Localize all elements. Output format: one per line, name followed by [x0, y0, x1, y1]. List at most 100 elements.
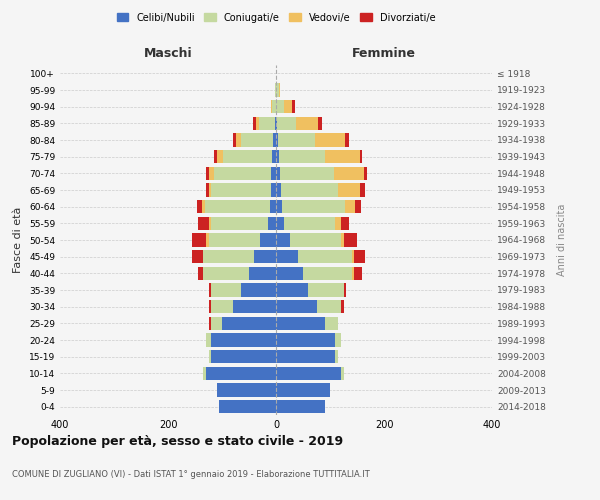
- Bar: [206, 366, 276, 380]
- Bar: [209, 316, 211, 330]
- Bar: [235, 134, 241, 146]
- Bar: [271, 166, 276, 180]
- Text: Maschi: Maschi: [143, 47, 193, 60]
- Bar: [222, 316, 276, 330]
- Bar: [278, 84, 280, 96]
- Bar: [253, 116, 256, 130]
- Bar: [276, 384, 330, 396]
- Bar: [241, 284, 276, 296]
- Bar: [254, 250, 276, 264]
- Bar: [281, 184, 338, 196]
- Bar: [278, 150, 325, 164]
- Bar: [344, 200, 355, 213]
- Bar: [214, 166, 271, 180]
- Bar: [277, 116, 296, 130]
- Bar: [341, 300, 343, 314]
- Bar: [276, 100, 284, 114]
- Bar: [202, 200, 205, 213]
- Bar: [276, 250, 298, 264]
- Bar: [260, 234, 276, 246]
- Bar: [203, 250, 254, 264]
- Bar: [276, 266, 303, 280]
- Bar: [276, 200, 283, 213]
- Bar: [211, 284, 241, 296]
- Bar: [211, 334, 276, 346]
- Bar: [276, 216, 284, 230]
- Bar: [211, 216, 268, 230]
- Bar: [317, 300, 341, 314]
- Bar: [298, 250, 352, 264]
- Bar: [354, 266, 362, 280]
- Bar: [276, 334, 335, 346]
- Bar: [211, 316, 222, 330]
- Bar: [343, 284, 346, 296]
- Bar: [276, 116, 277, 130]
- Bar: [274, 134, 276, 146]
- Bar: [325, 150, 360, 164]
- Bar: [276, 234, 290, 246]
- Bar: [268, 216, 276, 230]
- Bar: [325, 316, 338, 330]
- Y-axis label: Anni di nascita: Anni di nascita: [557, 204, 567, 276]
- Bar: [203, 266, 249, 280]
- Bar: [275, 84, 276, 96]
- Bar: [209, 234, 260, 246]
- Bar: [343, 234, 357, 246]
- Bar: [271, 184, 276, 196]
- Bar: [275, 116, 276, 130]
- Bar: [276, 166, 280, 180]
- Legend: Celibi/Nubili, Coniugati/e, Vedovi/e, Divorziati/e: Celibi/Nubili, Coniugati/e, Vedovi/e, Di…: [114, 10, 438, 26]
- Bar: [223, 150, 272, 164]
- Bar: [198, 216, 209, 230]
- Bar: [284, 216, 335, 230]
- Bar: [249, 266, 276, 280]
- Bar: [272, 150, 276, 164]
- Bar: [276, 184, 281, 196]
- Bar: [280, 166, 334, 180]
- Bar: [296, 116, 317, 130]
- Bar: [352, 266, 354, 280]
- Bar: [203, 366, 206, 380]
- Bar: [292, 100, 295, 114]
- Bar: [341, 216, 349, 230]
- Bar: [290, 234, 341, 246]
- Bar: [308, 284, 343, 296]
- Bar: [272, 100, 276, 114]
- Bar: [276, 84, 278, 96]
- Bar: [205, 200, 269, 213]
- Bar: [341, 234, 343, 246]
- Bar: [209, 350, 211, 364]
- Bar: [233, 300, 276, 314]
- Bar: [220, 400, 276, 413]
- Bar: [209, 184, 211, 196]
- Bar: [206, 334, 211, 346]
- Bar: [271, 100, 272, 114]
- Bar: [198, 266, 203, 280]
- Bar: [276, 400, 325, 413]
- Text: COMUNE DI ZUGLIANO (VI) - Dati ISTAT 1° gennaio 2019 - Elaborazione TUTTITALIA.I: COMUNE DI ZUGLIANO (VI) - Dati ISTAT 1° …: [12, 470, 370, 479]
- Bar: [360, 150, 362, 164]
- Bar: [276, 284, 308, 296]
- Bar: [276, 150, 278, 164]
- Bar: [335, 216, 341, 230]
- Bar: [269, 200, 276, 213]
- Bar: [364, 166, 367, 180]
- Y-axis label: Fasce di età: Fasce di età: [13, 207, 23, 273]
- Bar: [233, 134, 235, 146]
- Bar: [276, 134, 278, 146]
- Bar: [256, 116, 259, 130]
- Bar: [209, 166, 214, 180]
- Bar: [354, 250, 365, 264]
- Bar: [352, 250, 354, 264]
- Bar: [360, 184, 365, 196]
- Bar: [355, 200, 361, 213]
- Bar: [276, 366, 341, 380]
- Bar: [193, 250, 203, 264]
- Bar: [334, 166, 364, 180]
- Bar: [217, 384, 276, 396]
- Bar: [283, 200, 344, 213]
- Bar: [217, 150, 223, 164]
- Bar: [211, 350, 276, 364]
- Bar: [193, 234, 206, 246]
- Bar: [317, 116, 322, 130]
